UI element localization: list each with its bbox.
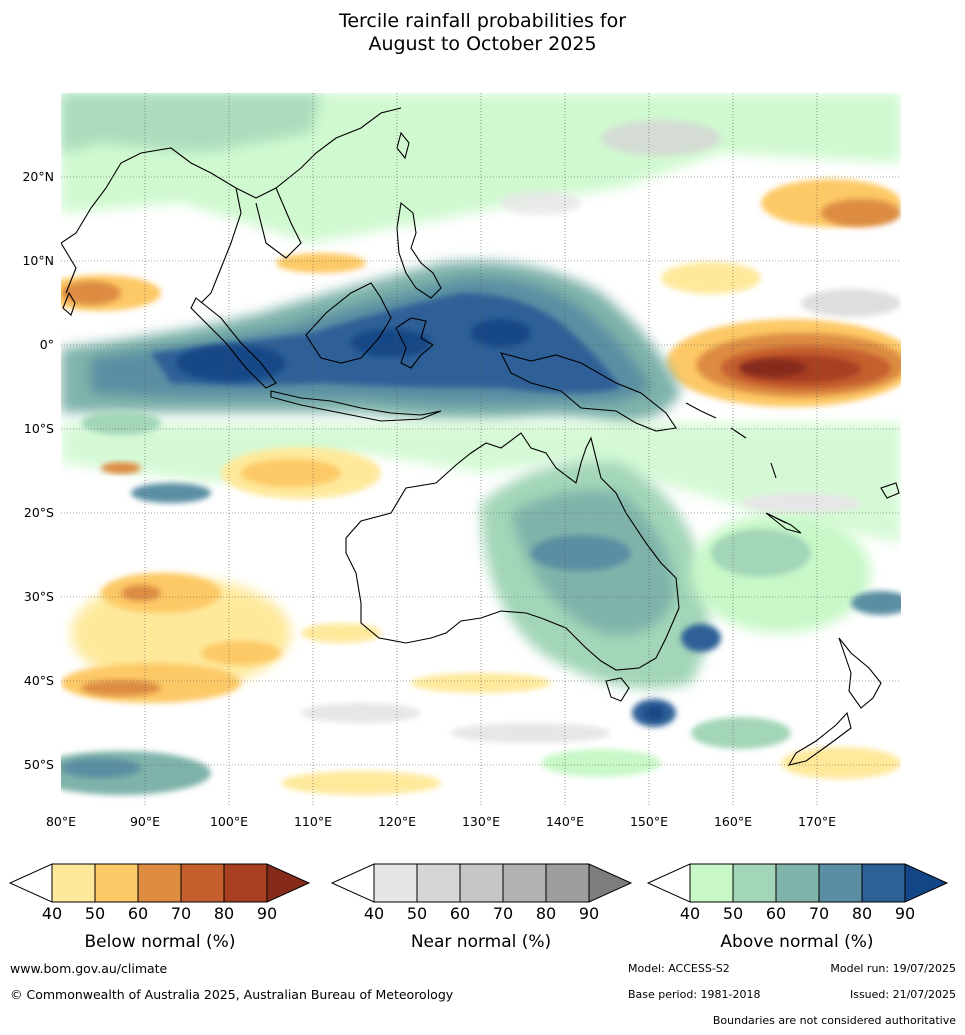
- java-coast: [270, 390, 442, 422]
- new-caledonia: [765, 512, 802, 534]
- colorbar-above-normal: [646, 862, 949, 904]
- cbar-near-extend-low: [330, 863, 375, 903]
- sulawesi-coast: [395, 317, 434, 369]
- cbar-above-seg-4: [819, 864, 862, 902]
- taiwan-coast: [396, 131, 410, 160]
- cbar-below-title: Below normal (%): [84, 932, 236, 952]
- cbar-below-tick-60: 60: [127, 904, 149, 923]
- boundaries-disclaimer: Boundaries are not considered authoritat…: [712, 1014, 956, 1027]
- cbar-above-seg-1: [690, 864, 733, 902]
- cbar-near-tick-60: 60: [449, 904, 471, 923]
- cbar-near-tick-80: 80: [535, 904, 557, 923]
- cbar-below-seg-2: [95, 864, 138, 902]
- cbar-below-seg-5: [224, 864, 267, 902]
- australia-coast: [345, 432, 680, 671]
- cbar-below-extend-high: [266, 863, 311, 903]
- cbar-near-tick-50: 50: [406, 904, 428, 923]
- cbar-below-extend-low: [8, 863, 53, 903]
- cbar-near-tick-70: 70: [492, 904, 514, 923]
- cbar-below-seg-1: [52, 864, 95, 902]
- philippines-coast: [396, 201, 442, 299]
- cbar-below-tick-40: 40: [41, 904, 63, 923]
- map-title: Tercile rainfall probabilities for Augus…: [0, 10, 965, 56]
- cbar-near-seg-3: [460, 864, 503, 902]
- cbar-near-title: Near normal (%): [410, 932, 552, 952]
- lat-label-20s: 20°S: [23, 505, 54, 520]
- nz-south-island: [787, 711, 852, 766]
- lon-label-150e: 150°E: [629, 814, 668, 829]
- sumatra-coast: [190, 297, 277, 389]
- new-guinea-coast: [499, 352, 677, 432]
- sri-lanka-coast: [62, 291, 76, 316]
- lat-label-0: 0°: [39, 337, 54, 352]
- lat-label-50s: 50°S: [23, 757, 54, 772]
- cbar-below-seg-4: [181, 864, 224, 902]
- title-line-2: August to October 2025: [368, 33, 597, 55]
- colorbar-near-normal: [330, 862, 633, 904]
- cbar-below-tick-70: 70: [170, 904, 192, 923]
- cbar-above-extend-low: [646, 863, 691, 903]
- fiji-islands: [880, 482, 900, 499]
- lon-label-120e: 120°E: [377, 814, 416, 829]
- model-name: Model: ACCESS-S2: [628, 962, 730, 975]
- cbar-below-tick-90: 90: [256, 904, 278, 923]
- cbar-above-title: Above normal (%): [720, 932, 874, 952]
- issued-date: Issued: 21/07/2025: [849, 988, 956, 1001]
- cbar-above-seg-2: [733, 864, 776, 902]
- lon-label-130e: 130°E: [461, 814, 500, 829]
- cbar-above-extend-high: [904, 863, 949, 903]
- graticule: [61, 93, 901, 807]
- lat-label-40s: 40°S: [23, 673, 54, 688]
- lon-label-80e: 80°E: [45, 814, 77, 829]
- cbar-near-seg-1: [374, 864, 417, 902]
- model-run-date: Model run: 19/07/2025: [830, 962, 956, 975]
- coastlines: [61, 107, 900, 766]
- website-link[interactable]: www.bom.gov.au/climate: [10, 961, 168, 976]
- lat-label-10n: 10°N: [22, 253, 54, 268]
- cbar-above-tick-50: 50: [722, 904, 744, 923]
- colorbar-below-normal: [8, 862, 311, 904]
- borneo-coast: [305, 282, 392, 364]
- cbar-near-tick-40: 40: [363, 904, 385, 923]
- cbar-near-seg-4: [503, 864, 546, 902]
- cbar-near-seg-2: [417, 864, 460, 902]
- lon-label-170e: 170°E: [797, 814, 836, 829]
- cbar-above-tick-90: 90: [894, 904, 916, 923]
- india-coast: [61, 162, 122, 294]
- cbar-below-tick-50: 50: [84, 904, 106, 923]
- lon-label-90e: 90°E: [129, 814, 161, 829]
- se-asia-coast: [120, 107, 402, 304]
- lat-label-20n: 20°N: [22, 169, 54, 184]
- cbar-below-tick-80: 80: [213, 904, 235, 923]
- lon-label-160e: 160°E: [713, 814, 752, 829]
- solomon-islands: [685, 402, 747, 439]
- cbar-near-seg-5: [546, 864, 589, 902]
- lat-label-10s: 10°S: [23, 421, 54, 436]
- cbar-near-extend-high: [588, 863, 633, 903]
- cbar-above-tick-40: 40: [679, 904, 701, 923]
- cbar-near-tick-90: 90: [578, 904, 600, 923]
- lon-label-110e: 110°E: [293, 814, 332, 829]
- cbar-above-tick-70: 70: [808, 904, 830, 923]
- rainfall-probability-map: [61, 93, 901, 807]
- cbar-above-tick-60: 60: [765, 904, 787, 923]
- tasmania-coast: [605, 677, 630, 702]
- base-period: Base period: 1981-2018: [628, 988, 761, 1001]
- map-canvas: [61, 93, 901, 807]
- cbar-above-seg-3: [776, 864, 819, 902]
- lon-label-140e: 140°E: [545, 814, 584, 829]
- nz-north-island: [838, 637, 882, 709]
- copyright-notice: © Commonwealth of Australia 2025, Austra…: [10, 987, 454, 1002]
- lat-label-30s: 30°S: [23, 589, 54, 604]
- cbar-above-seg-5: [862, 864, 905, 902]
- cbar-below-seg-3: [138, 864, 181, 902]
- cbar-above-tick-80: 80: [851, 904, 873, 923]
- lon-label-100e: 100°E: [209, 814, 248, 829]
- title-line-1: Tercile rainfall probabilities for: [338, 10, 627, 32]
